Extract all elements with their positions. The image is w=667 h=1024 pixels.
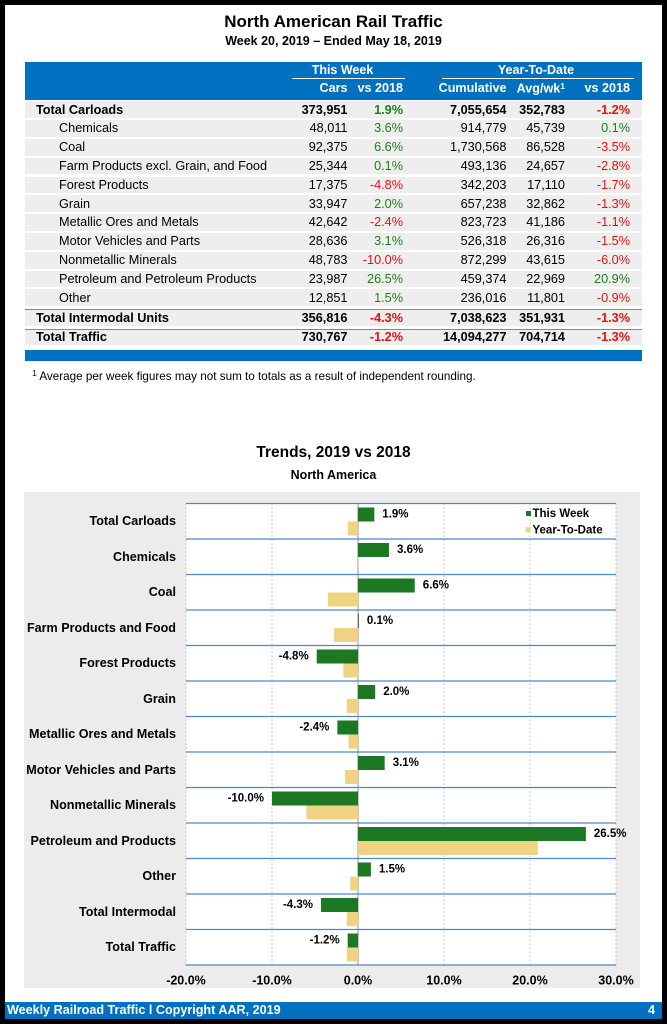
svg-text:20.0%: 20.0% bbox=[512, 974, 547, 988]
svg-text:-1.2%: -1.2% bbox=[310, 935, 340, 947]
svg-text:Forest Products: Forest Products bbox=[79, 656, 176, 670]
svg-text:Other: Other bbox=[142, 869, 176, 883]
svg-text:1.5%: 1.5% bbox=[379, 864, 405, 876]
svg-text:30.0%: 30.0% bbox=[598, 974, 633, 988]
svg-text:Year-To-Date: Year-To-Date bbox=[533, 525, 603, 537]
svg-text:Nonmetallic Minerals: Nonmetallic Minerals bbox=[50, 798, 176, 812]
svg-text:-4.8%: -4.8% bbox=[279, 651, 309, 663]
svg-text:-2.4%: -2.4% bbox=[299, 722, 329, 734]
svg-text:0.0%: 0.0% bbox=[344, 974, 373, 988]
svg-text:Total Traffic: Total Traffic bbox=[106, 940, 176, 954]
svg-text:10.0%: 10.0% bbox=[426, 974, 461, 988]
svg-text:Motor Vehicles and Parts: Motor Vehicles and Parts bbox=[26, 763, 176, 777]
svg-text:6.6%: 6.6% bbox=[423, 580, 449, 592]
svg-text:Farm Products and Food: Farm Products and Food bbox=[27, 621, 176, 635]
svg-text:-10.0%: -10.0% bbox=[228, 793, 264, 805]
svg-text:Metallic Ores and Metals: Metallic Ores and Metals bbox=[29, 727, 176, 741]
svg-text:-4.3%: -4.3% bbox=[283, 899, 313, 911]
svg-text:2.0%: 2.0% bbox=[383, 686, 409, 698]
svg-text:This Week: This Week bbox=[533, 508, 590, 520]
svg-text:-20.0%: -20.0% bbox=[166, 974, 206, 988]
svg-text:1.9%: 1.9% bbox=[382, 509, 408, 521]
svg-text:Total Intermodal: Total Intermodal bbox=[79, 905, 176, 919]
svg-text:26.5%: 26.5% bbox=[594, 828, 627, 840]
svg-text:Petroleum and Products: Petroleum and Products bbox=[30, 834, 176, 848]
svg-text:0.1%: 0.1% bbox=[367, 615, 393, 627]
svg-text:Chemicals: Chemicals bbox=[113, 550, 176, 564]
svg-text:3.6%: 3.6% bbox=[397, 544, 423, 556]
svg-text:-10.0%: -10.0% bbox=[252, 974, 292, 988]
svg-text:Grain: Grain bbox=[143, 692, 176, 706]
svg-text:Total Carloads: Total Carloads bbox=[89, 514, 176, 528]
svg-text:3.1%: 3.1% bbox=[393, 757, 419, 769]
svg-text:Coal: Coal bbox=[149, 585, 176, 599]
